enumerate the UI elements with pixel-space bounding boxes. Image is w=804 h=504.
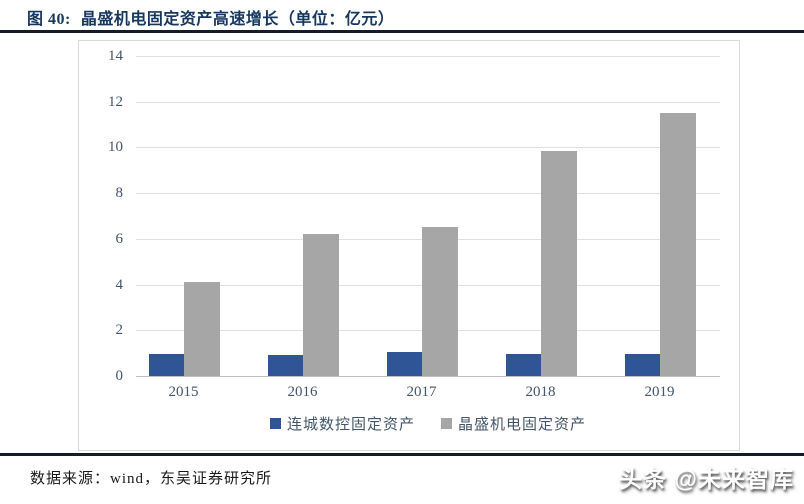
bar-series0-2015 — [148, 354, 184, 376]
plot-area: 0 2 4 6 8 10 12 14 2015 2016 2017 2018 2019 — [79, 41, 739, 450]
figure-title-text: 晶盛机电固定资产高速增长（单位：亿元） — [80, 11, 395, 28]
legend-swatch-icon — [269, 418, 281, 429]
gridline — [136, 147, 720, 149]
gridline — [136, 56, 720, 57]
figure-number: 图 40: — [27, 11, 71, 28]
bar-series0-2019 — [624, 354, 660, 376]
bar-series1-2017 — [421, 227, 458, 376]
y-axis-tick-label: 4 — [115, 276, 124, 293]
x-axis-tick-label: 2017 — [406, 384, 437, 400]
y-axis-tick-label: 8 — [115, 185, 124, 202]
legend-label: 连城数控固定资产 — [286, 417, 415, 433]
y-axis-tick-label: 0 — [115, 368, 124, 384]
x-axis-tick-label: 2015 — [168, 384, 199, 400]
source-note: 数据来源：wind，东吴证券研究所 — [30, 471, 273, 487]
y-axis-tick-label: 2 — [115, 322, 124, 339]
gridline — [136, 101, 720, 103]
y-axis-tick-label: 10 — [108, 139, 123, 156]
gridline — [136, 193, 720, 195]
legend-item-series0: 连城数控固定资产 — [269, 413, 415, 434]
x-axis-tick-label: 2016 — [287, 384, 318, 400]
x-axis-line — [136, 376, 720, 377]
bar-series1-2015 — [183, 282, 220, 376]
watermark: 头条 @未来智库 — [619, 466, 794, 492]
y-axis-tick-label: 6 — [115, 230, 124, 247]
legend-label: 晶盛机电固定资产 — [458, 417, 587, 433]
figure-title: 图 40: 晶盛机电固定资产高速增长（单位：亿元） — [27, 5, 394, 29]
bar-series0-2018 — [505, 354, 541, 376]
top-divider — [0, 30, 804, 33]
bar-series0-2017 — [386, 352, 422, 376]
legend-swatch-icon — [441, 418, 452, 429]
x-axis-tick-label: 2018 — [525, 384, 556, 400]
bar-series1-2019 — [659, 113, 696, 376]
bar-series1-2016 — [302, 234, 339, 376]
x-axis-tick-label: 2019 — [644, 384, 675, 400]
bar-series0-2016 — [267, 355, 303, 376]
bar-series1-2018 — [540, 150, 577, 376]
y-axis-tick-label: 14 — [108, 48, 123, 64]
legend-item-series1: 晶盛机电固定资产 — [441, 413, 586, 434]
chart-area: 0 2 4 6 8 10 12 14 2015 2016 2017 2018 2019 连城数控固定资产… — [78, 40, 740, 451]
chart-legend: 连城数控固定资产 晶盛机电固定资产 — [136, 413, 720, 434]
y-axis-tick-label: 12 — [108, 93, 123, 110]
bottom-divider — [0, 453, 804, 456]
